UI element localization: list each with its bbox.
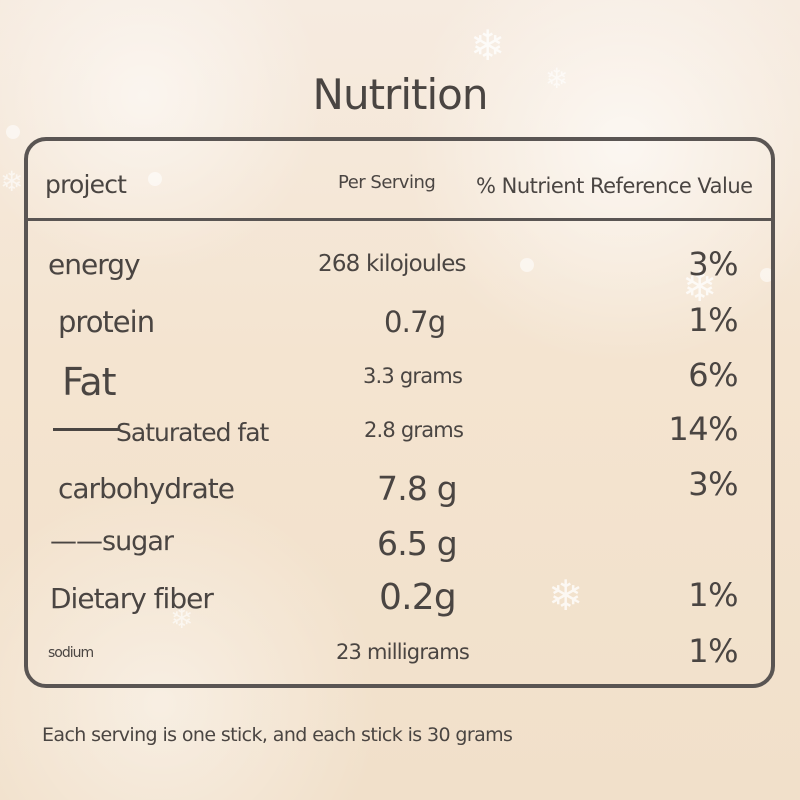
row-label-sugar: ——sugar [50, 526, 174, 557]
row-value-fat: 3.3 grams [363, 364, 463, 388]
snowflake-icon: ❄ [548, 572, 584, 619]
row-label-energy: energy [48, 248, 141, 281]
bokeh-dot [760, 268, 774, 282]
row-label-sodium: sodium [48, 645, 94, 661]
snowflake-icon: ❄ [545, 63, 569, 94]
bokeh-dot [520, 258, 534, 272]
row-nrv-protein: 1% [688, 301, 738, 339]
row-value-protein: 0.7g [384, 305, 446, 339]
row-label-dietary-fiber: Dietary fiber [50, 582, 214, 615]
row-nrv-fat: 6% [688, 356, 738, 394]
snowflake-icon: ❄ [0, 166, 24, 197]
row-nrv-sodium: 1% [688, 632, 738, 670]
page-title: Nutrition [312, 70, 489, 119]
row-label-fat: Fat [62, 360, 117, 404]
row-label-protein: protein [58, 305, 155, 339]
row-value-energy: 268 kilojoules [318, 251, 467, 277]
row-value-sugar: 6.5 g [377, 524, 458, 563]
row-label-saturated-fat: Saturated fat [116, 418, 269, 447]
row-nrv-saturated-fat: 14% [668, 410, 738, 448]
snowflake-icon: ❄ [682, 263, 718, 310]
snowflake-icon: ❄ [470, 22, 506, 69]
nutrition-table [24, 137, 775, 688]
row-value-saturated-fat: 2.8 grams [364, 418, 464, 442]
header-nrv: % Nutrient Reference Value [476, 174, 753, 198]
row-value-dietary-fiber: 0.2g [379, 577, 457, 618]
header-item: project [45, 170, 127, 199]
row-value-carbohydrate: 7.8 g [377, 469, 458, 508]
sub-item-dash [53, 428, 119, 431]
header-per-serving: Per Serving [338, 172, 436, 193]
row-value-sodium: 23 milligrams [336, 640, 470, 664]
bokeh-dot [148, 172, 162, 186]
row-nrv-energy: 3% [688, 245, 738, 283]
serving-footnote: Each serving is one stick, and each stic… [42, 724, 513, 746]
header-divider [28, 218, 771, 221]
row-nrv-dietary-fiber: 1% [688, 576, 738, 614]
bokeh-dot [6, 125, 20, 139]
row-label-carbohydrate: carbohydrate [58, 472, 235, 505]
snowflake-icon: ❄ [170, 603, 194, 634]
row-nrv-carbohydrate: 3% [688, 465, 738, 503]
